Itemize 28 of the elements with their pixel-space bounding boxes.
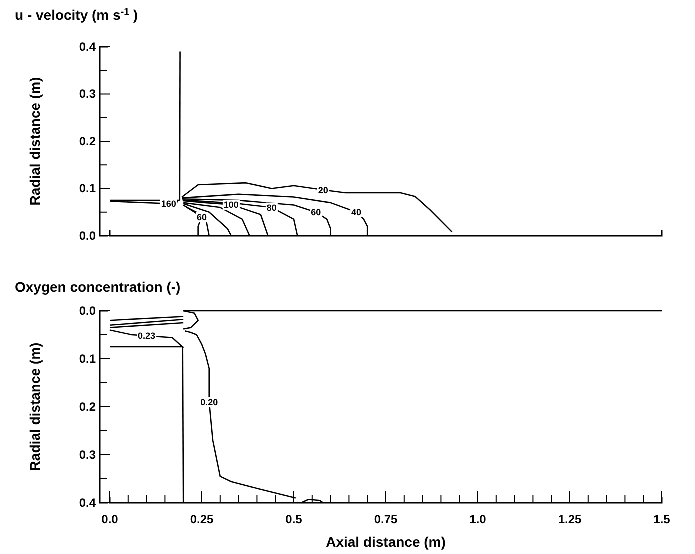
y-tick-label: 0.2 xyxy=(79,134,96,148)
y-tick-label: 0.1 xyxy=(79,352,96,366)
y-tick-label: 0.4 xyxy=(79,496,96,510)
series-label: 60 xyxy=(311,208,322,218)
series-label: 60 xyxy=(196,212,208,222)
x-axis-title: Axial distance (m) xyxy=(326,534,446,550)
y-axis-title: Radial distance (m) xyxy=(27,342,43,472)
chart-title: Oxygen concentration (-) xyxy=(15,279,181,295)
y-axis-title: Radial distance (m) xyxy=(27,77,43,206)
y-tick-label: 0.4 xyxy=(79,40,96,54)
series-label: 20 xyxy=(318,185,328,196)
y-tick-label: 0.0 xyxy=(79,228,96,243)
y-tick-label: 0.0 xyxy=(79,304,96,318)
series-label: 0.20 xyxy=(200,397,218,408)
y-tick-label: 0.1 xyxy=(79,182,96,196)
y-tick-label: 0.2 xyxy=(79,400,96,414)
y-tick-label: 0.3 xyxy=(79,448,96,462)
x-tick-label: 0.5 xyxy=(286,512,303,526)
series-label: 80 xyxy=(266,202,277,213)
x-tick-label: 1.5 xyxy=(654,512,671,526)
x-tick-label: 1.0 xyxy=(470,512,487,526)
chart-title: u - velocity (m s$^{-1}$ ) xyxy=(15,6,138,23)
x-tick-label: 0.75 xyxy=(374,512,398,526)
series-label: 40 xyxy=(352,208,362,218)
y-tick-label: 0.3 xyxy=(79,87,96,102)
x-tick-label: 0.25 xyxy=(190,512,214,526)
x-tick-label: 0.0 xyxy=(102,512,119,526)
x-tick-label: 1.25 xyxy=(558,512,582,526)
